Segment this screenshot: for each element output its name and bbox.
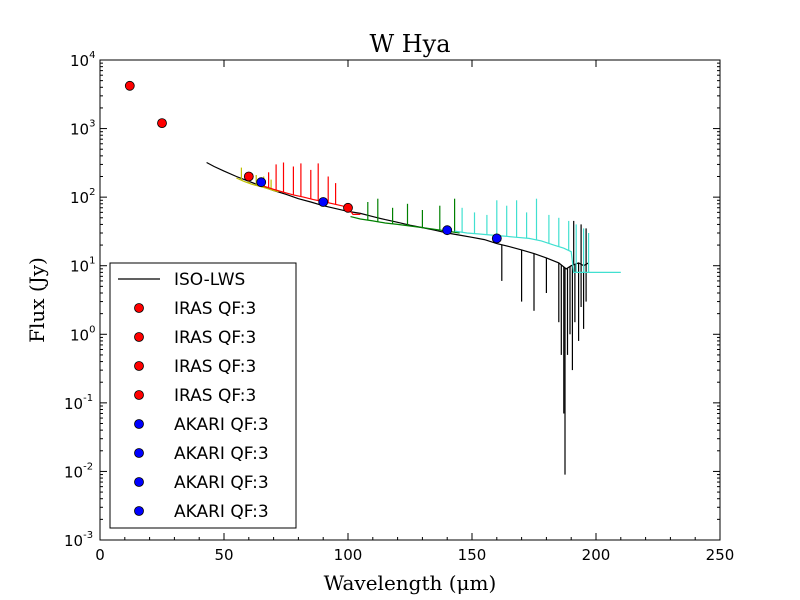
legend-label: AKARI QF:3 bbox=[174, 444, 269, 464]
legend-label: IRAS QF:3 bbox=[174, 357, 256, 377]
legend-circle-marker bbox=[134, 448, 144, 458]
x-tick-label: 200 bbox=[582, 546, 611, 564]
x-axis-label: Wavelength (μm) bbox=[324, 571, 497, 595]
x-tick-label: 100 bbox=[334, 546, 363, 564]
legend-circle-marker bbox=[134, 332, 144, 342]
legend-circle-marker bbox=[134, 477, 144, 487]
legend-circle-marker bbox=[134, 361, 144, 371]
x-tick-label: 50 bbox=[214, 546, 233, 564]
y-tick-label: 101 bbox=[70, 256, 95, 276]
data-point-iras-qf-3 bbox=[243, 171, 254, 182]
x-tick-label: 0 bbox=[95, 546, 105, 564]
legend-circle-marker bbox=[134, 506, 144, 516]
y-tick-label: 100 bbox=[70, 324, 95, 344]
y-tick-label: 10-1 bbox=[64, 393, 93, 413]
legend: ISO-LWS IRAS QF:3 IRAS QF:3 IRAS QF:3 IRAS Q… bbox=[109, 262, 297, 529]
legend-label: AKARI QF:3 bbox=[174, 502, 269, 522]
legend-label: AKARI QF:3 bbox=[174, 415, 269, 435]
data-point-iras-qf-3 bbox=[343, 202, 353, 213]
y-tick-label: 102 bbox=[70, 187, 95, 207]
legend-label: AKARI QF:3 bbox=[174, 473, 269, 493]
y-tick-label: 10-3 bbox=[64, 530, 93, 550]
y-tick-label: 104 bbox=[70, 50, 95, 70]
y-tick-label: 10-2 bbox=[64, 461, 93, 481]
data-point-akari-qf-3 bbox=[442, 225, 453, 236]
legend-label: ISO-LWS bbox=[174, 270, 245, 290]
legend-circle-marker bbox=[134, 419, 144, 429]
y-tick-label: 103 bbox=[70, 119, 95, 139]
y-axis-label: Flux (Jy) bbox=[25, 257, 49, 343]
legend-label: IRAS QF:3 bbox=[174, 386, 256, 406]
data-point-akari-qf-3 bbox=[318, 197, 329, 207]
legend-circle-marker bbox=[134, 303, 144, 313]
chart-title: W Hya bbox=[369, 30, 450, 58]
plot-area bbox=[124, 80, 621, 475]
x-tick-label: 250 bbox=[706, 546, 735, 564]
legend-label: IRAS QF:3 bbox=[174, 299, 256, 319]
data-point-iras-qf-3 bbox=[157, 118, 167, 128]
legend-circle-marker bbox=[134, 390, 144, 400]
data-point-akari-qf-3 bbox=[491, 233, 502, 244]
data-point-akari-qf-3 bbox=[256, 177, 267, 188]
axes-frame bbox=[99, 59, 721, 541]
series-line-segment-turquoise bbox=[454, 230, 621, 273]
legend-label: IRAS QF:3 bbox=[174, 328, 256, 348]
series-line-segment-green bbox=[350, 216, 460, 234]
x-tick-label: 150 bbox=[458, 546, 487, 564]
data-point-iras-qf-3 bbox=[124, 80, 135, 91]
